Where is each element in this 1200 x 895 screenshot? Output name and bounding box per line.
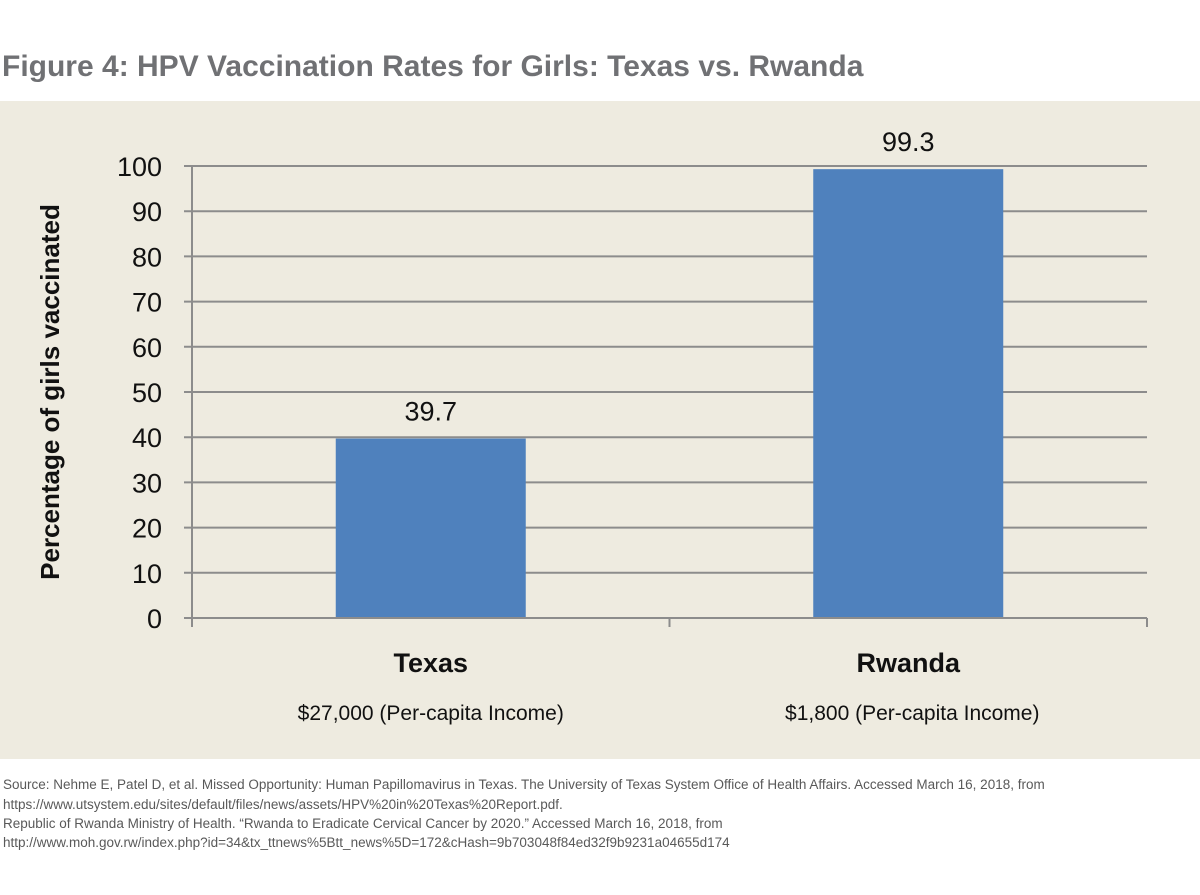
figure-title: Figure 4: HPV Vaccination Rates for Girl…	[2, 50, 864, 83]
source-line: Republic of Rwanda Ministry of Health. “…	[3, 816, 723, 831]
bar-rwanda	[813, 169, 1004, 618]
category-label: Texas	[393, 648, 468, 678]
data-label: 39.7	[404, 397, 457, 427]
category-sublabel: $27,000 (Per-capita Income)	[298, 702, 564, 725]
y-tick-label: 30	[132, 468, 162, 498]
y-tick-label: 50	[132, 378, 162, 408]
y-axis-title: Percentage of girls vaccinated	[35, 204, 65, 580]
bar-chart: 0 10 20 30 40 50 60 70 80 90 100 39.7 Texas $27,000 (…	[35, 127, 1148, 725]
source-line: https://www.utsystem.edu/sites/default/f…	[3, 797, 563, 812]
y-tick-label: 80	[132, 242, 162, 272]
source-line: Source: Nehme E, Patel D, et al. Missed …	[3, 777, 1045, 792]
data-label: 99.3	[882, 127, 935, 157]
y-tick-label: 10	[132, 559, 162, 589]
y-tick-label: 100	[117, 152, 162, 182]
y-tick-label: 0	[147, 604, 162, 634]
source-line: http://www.moh.gov.rw/index.php?id=34&tx…	[3, 835, 730, 850]
y-tick-label: 70	[132, 288, 162, 318]
category-sublabel: $1,800 (Per-capita Income)	[785, 702, 1039, 725]
y-tick-label: 90	[132, 197, 162, 227]
y-tick-label: 20	[132, 514, 162, 544]
category-label: Rwanda	[856, 648, 961, 678]
bar-texas	[335, 438, 526, 618]
y-tick-label: 60	[132, 333, 162, 363]
y-tick-label: 40	[132, 423, 162, 453]
